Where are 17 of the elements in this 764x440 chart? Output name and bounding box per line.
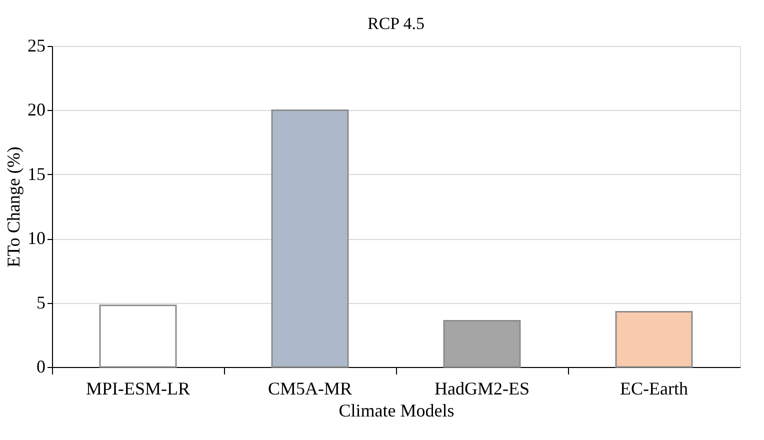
- y-tick-label: 25: [28, 36, 46, 56]
- y-tick-label: 15: [28, 164, 46, 184]
- y-tick-label: 5: [36, 292, 46, 312]
- x-tick-label: CM5A-MR: [268, 378, 352, 398]
- y-tick-label: 0: [36, 356, 46, 376]
- y-tick-label: 10: [28, 228, 46, 248]
- bar: [99, 304, 177, 368]
- x-tick-label: EC-Earth: [620, 378, 688, 398]
- y-tick-label: 20: [28, 100, 46, 120]
- bar: [443, 320, 521, 368]
- x-tick-label: MPI-ESM-LR: [86, 378, 190, 398]
- x-axis-title: Climate Models: [338, 400, 454, 420]
- bar: [615, 311, 693, 368]
- x-tick-label: HadGM2-ES: [434, 378, 530, 398]
- y-axis-title: ETo Change (%): [4, 146, 24, 268]
- chart-title: RCP 4.5: [367, 14, 425, 33]
- bar: [271, 109, 349, 368]
